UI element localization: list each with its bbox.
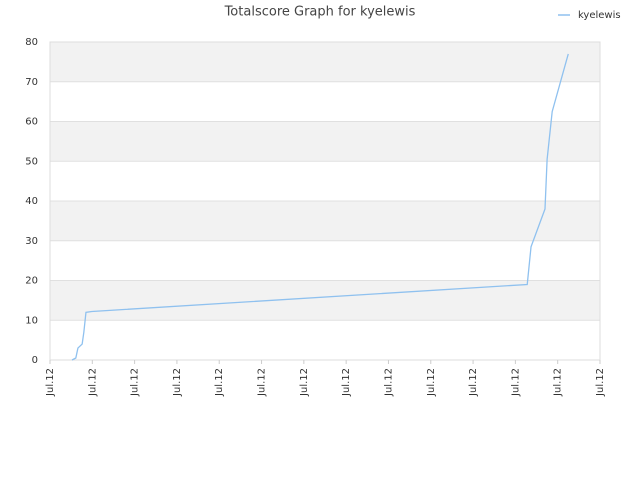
x-tick-label: Jul.12: [426, 368, 437, 397]
y-tick-label: 0: [32, 355, 38, 366]
x-tick-label: Jul.12: [45, 368, 56, 397]
y-tick-label: 30: [25, 236, 38, 247]
y-tick-label: 20: [25, 276, 38, 287]
legend-label: kyelewis: [578, 10, 621, 21]
y-tick-label: 50: [25, 156, 38, 167]
x-tick-label: Jul.12: [510, 368, 521, 397]
grid-band: [50, 280, 600, 321]
x-tick-label: Jul.12: [172, 368, 183, 397]
y-tick-label: 80: [25, 37, 38, 48]
x-tick-label: Jul.12: [299, 368, 310, 397]
x-tick-label: Jul.12: [257, 368, 268, 397]
y-tick-label: 60: [25, 117, 38, 128]
x-tick-label: Jul.12: [130, 368, 141, 397]
y-tick-label: 40: [25, 196, 38, 207]
x-tick-label: Jul.12: [383, 368, 394, 397]
x-tick-label: Jul.12: [553, 368, 564, 397]
grid-band: [50, 42, 600, 82]
y-tick-label: 70: [25, 77, 38, 88]
x-tick-label: Jul.12: [214, 368, 225, 397]
x-tick-label: Jul.12: [595, 368, 606, 397]
chart-title: Totalscore Graph for kyelewis: [224, 5, 416, 20]
x-tick-label: Jul.12: [87, 368, 98, 397]
grid-band: [50, 201, 600, 241]
series-line: [71, 53, 569, 361]
x-tick-label: Jul.12: [468, 368, 479, 397]
y-tick-label: 10: [25, 315, 38, 326]
plot-border: [49, 41, 601, 361]
grid-band: [50, 121, 600, 162]
x-tick-label: Jul.12: [341, 368, 352, 397]
